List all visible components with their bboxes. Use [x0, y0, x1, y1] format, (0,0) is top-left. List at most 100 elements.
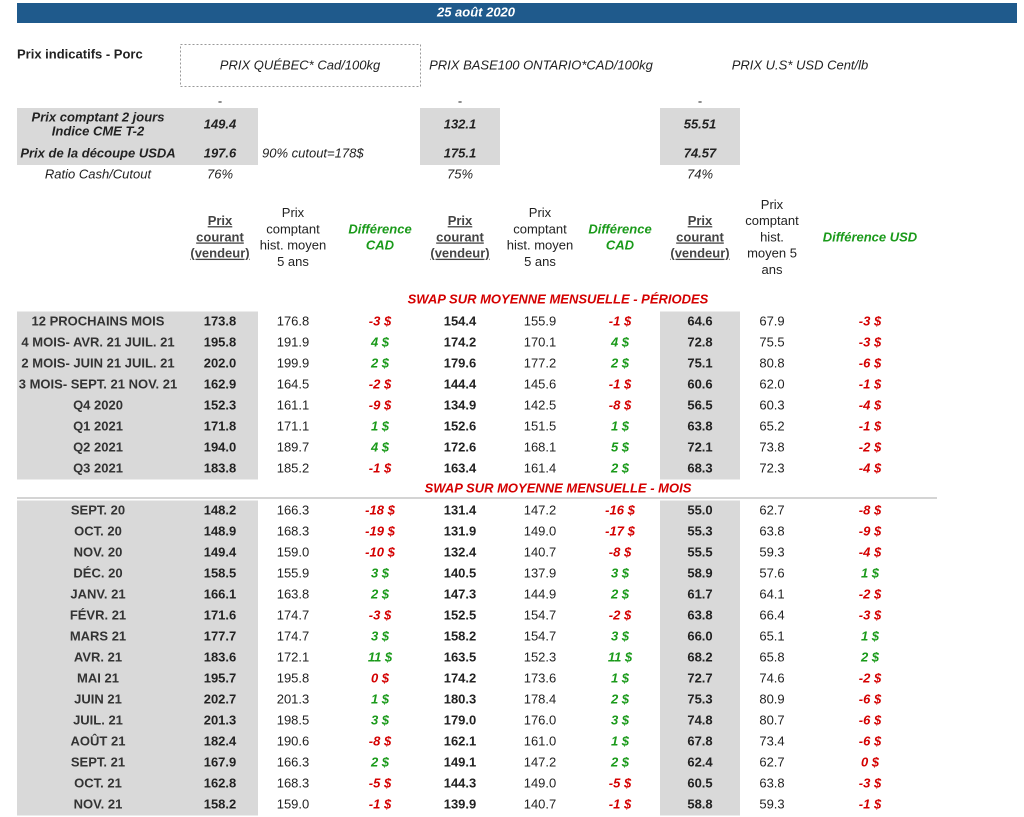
price: 170.1: [524, 334, 557, 349]
column-header: (vendeur): [670, 246, 729, 261]
price: 172.6: [444, 439, 477, 454]
summary-value: 74%: [687, 166, 713, 181]
price: 147.2: [524, 754, 557, 769]
price: 140.5: [444, 565, 477, 580]
price: 66.0: [687, 628, 712, 643]
value-bg: [660, 500, 740, 816]
price: 61.7: [687, 586, 712, 601]
difference: -4 $: [859, 397, 882, 412]
price: 195.7: [204, 670, 237, 685]
difference: 2 $: [370, 586, 390, 601]
price: 75.1: [687, 355, 712, 370]
row-label: OCT. 20: [74, 523, 122, 538]
row-label: Ratio Cash/Cutout: [45, 166, 153, 181]
row-label: Q1 2021: [73, 418, 123, 433]
difference: -3 $: [859, 334, 882, 349]
summary-note: 90% cutout=178$: [262, 145, 364, 160]
price: 159.0: [277, 796, 310, 811]
column-header: Différence: [588, 221, 651, 236]
price: 58.8: [687, 796, 712, 811]
difference: -1 $: [859, 376, 882, 391]
price: 66.4: [759, 607, 784, 622]
difference: -8 $: [369, 733, 392, 748]
highlight-box: [180, 44, 421, 87]
price: 65.1: [759, 628, 784, 643]
price: 199.9: [277, 355, 310, 370]
market-header: PRIX U.S* USD Cent/lb: [732, 57, 869, 72]
row-label: 4 MOIS- AVR. 21 JUIL. 21: [21, 334, 174, 349]
price: 142.5: [524, 397, 557, 412]
label-bg: [17, 311, 258, 480]
summary-value: 74.57: [684, 145, 717, 160]
price: 180.3: [444, 691, 477, 706]
difference: 2 $: [370, 754, 390, 769]
difference: 4 $: [370, 334, 390, 349]
price: 201.3: [277, 691, 310, 706]
column-header: 5 ans: [277, 254, 309, 269]
difference: 11 $: [608, 649, 633, 664]
row-label: JUIL. 21: [73, 712, 123, 727]
price: 182.4: [204, 733, 237, 748]
difference: 3 $: [371, 712, 390, 727]
difference: 1 $: [611, 418, 630, 433]
difference: 1 $: [371, 691, 390, 706]
price: 183.6: [204, 649, 237, 664]
market-header: PRIX BASE100 ONTARIO*CAD/100kg: [429, 57, 654, 72]
price: 151.5: [524, 418, 557, 433]
price: 73.4: [759, 733, 784, 748]
row-label: Q4 2020: [73, 397, 123, 412]
price: 190.6: [277, 733, 310, 748]
price: 162.1: [444, 733, 477, 748]
dash: -: [218, 93, 222, 108]
price: 137.9: [524, 565, 557, 580]
difference: 3 $: [371, 628, 390, 643]
difference: -6 $: [859, 355, 882, 370]
price: 65.8: [759, 649, 784, 664]
difference: 2 $: [610, 355, 630, 370]
price: 58.9: [687, 565, 712, 580]
difference: -6 $: [859, 712, 882, 727]
difference: -9 $: [859, 523, 882, 538]
price: 173.6: [524, 670, 557, 685]
column-header: Prix: [688, 213, 713, 228]
row-label: 2 MOIS- JUIN 21 JUIL. 21: [21, 355, 174, 370]
difference: 3 $: [611, 712, 630, 727]
column-header: courant: [436, 229, 484, 244]
column-header: Prix: [448, 213, 473, 228]
price: 202.0: [204, 355, 237, 370]
price: 63.8: [759, 775, 784, 790]
column-header: comptant: [513, 221, 567, 236]
price: 63.8: [687, 418, 712, 433]
price: 161.1: [277, 397, 310, 412]
price: 171.8: [204, 418, 237, 433]
price: 56.5: [687, 397, 712, 412]
price: 178.4: [524, 691, 557, 706]
price: 195.8: [204, 334, 237, 349]
difference: 3 $: [611, 628, 630, 643]
price: 131.4: [444, 502, 477, 517]
price: 60.5: [687, 775, 712, 790]
price: 64.6: [687, 313, 712, 328]
price: 176.8: [277, 313, 310, 328]
price: 194.0: [204, 439, 237, 454]
price: 74.6: [759, 670, 784, 685]
price: 68.3: [687, 460, 712, 475]
difference: -19 $: [365, 523, 395, 538]
price: 60.6: [687, 376, 712, 391]
value-bg: [660, 311, 740, 480]
price: 162.9: [204, 376, 237, 391]
row-label: DÉC. 20: [73, 565, 122, 580]
price: 202.7: [204, 691, 237, 706]
difference: -3 $: [859, 775, 882, 790]
price: 185.2: [277, 460, 310, 475]
price: 154.7: [524, 628, 557, 643]
price: 154.7: [524, 607, 557, 622]
price: 174.2: [444, 670, 477, 685]
price: 167.9: [204, 754, 237, 769]
difference: -1 $: [609, 313, 632, 328]
price: 155.9: [277, 565, 310, 580]
difference: -6 $: [859, 733, 882, 748]
price: 80.7: [759, 712, 784, 727]
price: 140.7: [524, 796, 557, 811]
